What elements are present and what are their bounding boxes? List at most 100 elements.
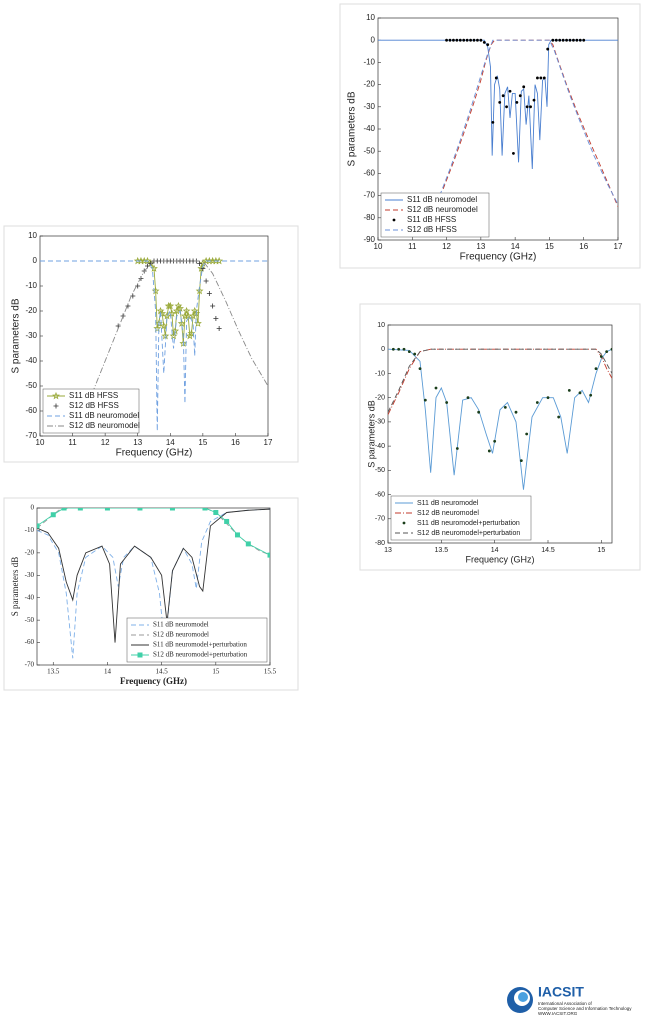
data-point: [546, 396, 550, 400]
data-point: [203, 278, 209, 284]
data-point: [476, 38, 479, 42]
legend-label: S11 dB neuromodel+perturbation: [153, 641, 247, 649]
legend-label: S12 dB neuromodel: [417, 510, 479, 517]
y-tick-label: -10: [363, 58, 375, 67]
data-point: [575, 38, 579, 42]
data-point: [182, 306, 191, 315]
data-point: [522, 85, 526, 89]
series-line: [91, 260, 268, 394]
y-tick-label: -70: [25, 661, 35, 669]
x-tick-label: 10: [374, 242, 383, 251]
data-point: [462, 38, 466, 42]
data-point: [448, 38, 452, 42]
y-tick-label: -50: [375, 467, 385, 474]
series-line: [378, 39, 618, 169]
logo: IACSIT International Association of Comp…: [507, 984, 632, 1016]
x-axis-label: Frequency (GHz): [465, 554, 534, 564]
x-tick-label: 17: [614, 242, 623, 251]
y-axis-label: S parameters dB: [347, 91, 358, 166]
x-tick-label: 15.5: [264, 668, 277, 676]
data-point: [514, 410, 518, 414]
data-point: [153, 324, 162, 332]
data-point: [519, 459, 523, 463]
legend-label: S12 dB HFSS: [407, 225, 457, 234]
y-tick-label: -40: [25, 593, 35, 601]
y-tick-label: -20: [363, 80, 375, 89]
data-point: [503, 405, 507, 409]
data-point: [482, 41, 486, 44]
data-point: [477, 410, 481, 414]
x-tick-label: 14: [491, 547, 499, 554]
legend-marker: [392, 218, 396, 222]
series-line: [388, 348, 612, 490]
data-point: [177, 319, 186, 327]
data-point: [397, 347, 401, 351]
x-tick-label: 13: [133, 438, 142, 447]
data-point: [418, 367, 422, 370]
data-point: [554, 38, 558, 42]
data-point: [536, 76, 539, 80]
data-point: [423, 398, 427, 402]
logo-url: WWW.IACSIT.ORG: [538, 1011, 578, 1016]
y-tick-label: -20: [375, 395, 385, 402]
series-line: [40, 260, 268, 432]
y-tick-label: 10: [366, 13, 375, 22]
data-point: [465, 38, 469, 42]
data-point: [455, 447, 459, 450]
legend-label: S12 dB HFSS: [69, 401, 119, 410]
y-tick-label: -40: [25, 356, 37, 365]
x-tick-label: 13: [476, 242, 485, 251]
y-tick-label: -90: [363, 235, 375, 244]
x-tick-label: 13.5: [435, 547, 449, 554]
x-axis-label: Frequency (GHz): [120, 676, 187, 686]
y-axis-label: S parameters dB: [11, 298, 22, 373]
y-tick-label: -30: [25, 331, 37, 340]
y-tick-label: -10: [375, 370, 385, 377]
data-point: [195, 286, 204, 295]
x-tick-label: 15: [212, 668, 220, 676]
x-tick-label: 13.5: [47, 668, 60, 676]
y-tick-label: -80: [363, 213, 375, 222]
y-tick-label: -70: [375, 516, 385, 523]
data-point: [206, 291, 212, 296]
data-point: [151, 286, 160, 295]
data-point: [197, 261, 203, 266]
data-point: [599, 355, 603, 358]
x-tick-label: 15: [545, 242, 554, 251]
x-tick-label: 10: [36, 438, 45, 447]
data-point: [197, 264, 206, 272]
x-axis-label: Frequency (GHz): [460, 252, 537, 263]
data-point: [159, 321, 168, 330]
y-tick-label: 10: [377, 322, 385, 329]
data-point: [491, 120, 495, 124]
data-point: [479, 38, 483, 42]
data-point: [508, 89, 512, 93]
legend-marker: [402, 521, 406, 525]
data-point: [137, 508, 143, 511]
data-point: [498, 100, 502, 104]
data-point: [215, 256, 224, 265]
data-point: [610, 347, 612, 351]
data-point: [407, 350, 411, 354]
data-point: [582, 38, 586, 42]
data-point: [594, 367, 598, 370]
logo-text: International Association of: [538, 1001, 593, 1006]
y-tick-label: -20: [25, 548, 35, 556]
y-tick-label: -30: [375, 419, 385, 426]
data-point: [202, 508, 208, 511]
data-point: [413, 352, 417, 356]
data-point: [169, 508, 175, 511]
data-point: [565, 38, 568, 42]
y-tick-label: -50: [25, 381, 37, 390]
x-tick-label: 14: [511, 242, 520, 251]
data-point: [542, 76, 546, 80]
y-tick-label: -10: [25, 281, 37, 290]
data-point: [104, 508, 110, 511]
